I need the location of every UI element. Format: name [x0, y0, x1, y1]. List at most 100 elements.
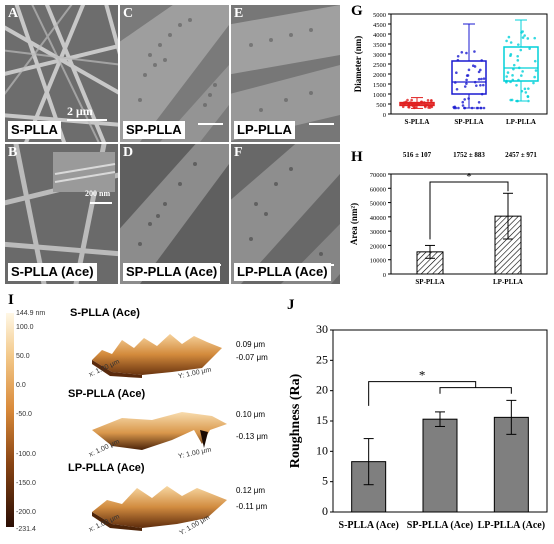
data-point	[524, 91, 528, 94]
colorbar-tick: -50.0	[16, 411, 32, 418]
data-point	[481, 83, 485, 87]
data-point	[521, 36, 525, 39]
data-point	[516, 59, 520, 62]
y-tick-label: 5000	[373, 12, 386, 19]
data-point	[505, 75, 508, 78]
sem-sample-label: LP-PLLA	[234, 121, 295, 139]
data-point	[456, 58, 460, 62]
y-tick-label: 60000	[370, 186, 386, 193]
y-axis-label: Roughness (Ra)	[288, 373, 303, 468]
panel-letter-a: A	[8, 6, 19, 21]
data-point	[533, 36, 537, 40]
data-point	[475, 84, 478, 87]
data-point	[426, 99, 430, 102]
data-point	[463, 98, 466, 101]
data-point	[482, 77, 486, 80]
scale-bar	[90, 202, 112, 204]
data-point	[406, 98, 409, 102]
afm-surface-title: SP-PLLA (Ace)	[68, 388, 146, 400]
data-point	[482, 106, 486, 110]
box-stat-annotation: 516 ± 107	[403, 151, 432, 159]
x-tick-label: LP-PLLA (Ace)	[478, 520, 546, 531]
panel-letter-j: J	[287, 297, 295, 313]
y-tick-label: 500	[376, 102, 386, 109]
data-point	[480, 59, 483, 62]
data-point	[520, 74, 523, 77]
data-point	[461, 104, 465, 107]
data-point	[471, 64, 475, 68]
sem-sample-label: SP-PLLA (Ace)	[123, 263, 221, 281]
y-tick-label: 20000	[370, 243, 386, 250]
y-tick-label: 25	[316, 352, 328, 366]
y-axis-label: Diameter (nm)	[353, 36, 363, 93]
sem-image-e: E LP-PLLA	[231, 5, 340, 142]
sem-image-f: F LP-PLLA (Ace)	[231, 144, 340, 284]
data-point	[465, 82, 468, 85]
panel-letter-c: C	[123, 6, 134, 21]
sem-sample-label: LP-PLLA (Ace)	[234, 263, 331, 281]
sem-image-a: A 2 μm S-PLLA	[5, 5, 118, 142]
scale-bar-label: 200 nm	[85, 189, 111, 198]
data-point	[455, 87, 459, 91]
panel-letter-f: F	[234, 145, 243, 160]
roughness-bar-chart: J 0 5 10 15 20 25 30 Roughness (Ra) S-PLLA (Ace) S…	[287, 297, 548, 531]
data-point	[517, 78, 520, 82]
significance-bracket	[368, 381, 477, 406]
data-point	[519, 48, 523, 52]
x-tick-label: S-PLLA (Ace)	[339, 520, 399, 531]
data-point	[457, 106, 460, 110]
fiber-texture	[5, 5, 118, 142]
colorbar-tick: 0.0	[16, 382, 26, 389]
data-point	[419, 100, 423, 104]
data-point	[466, 74, 470, 77]
x-tick-label: LP-PLLA	[506, 118, 536, 126]
box-stat-annotation: 2457 ± 971	[505, 151, 537, 159]
data-point	[534, 69, 538, 72]
data-point	[512, 67, 515, 71]
sem-sample-label: S-PLLA (Ace)	[8, 263, 97, 281]
x-tick-label: LP-PLLA	[493, 278, 523, 286]
y-tick-label: 0	[322, 504, 328, 518]
data-point	[473, 80, 477, 84]
y-tick-label: 2000	[373, 72, 386, 79]
bar	[422, 418, 458, 513]
scale-bar	[309, 123, 334, 125]
data-point	[412, 105, 416, 108]
colorbar-tick: -200.0	[16, 509, 36, 516]
y-tick-label: 10000	[370, 258, 386, 265]
afm-z-min: -0.07 μm	[236, 353, 268, 362]
sem-image-b: B 200 nm S-PLLA (Ace)	[5, 144, 118, 284]
y-axis-label: Area (nm²)	[349, 203, 359, 245]
afm-surface-lp-plla	[92, 486, 227, 531]
data-point	[410, 98, 413, 102]
data-point	[467, 68, 471, 72]
panel-letter-g: G	[351, 3, 363, 19]
data-point	[465, 78, 468, 82]
data-point	[516, 54, 519, 58]
colorbar-tick: -231.4	[16, 526, 36, 533]
data-point	[465, 51, 468, 55]
afm-z-max: 0.12 μm	[236, 486, 266, 495]
y-tick-label: 0	[383, 112, 386, 119]
y-tick-label: 3500	[373, 42, 386, 49]
data-point	[413, 103, 417, 106]
data-point	[422, 101, 426, 104]
sem-image-d: D SP-PLLA (Ace)	[120, 144, 229, 284]
data-point	[475, 106, 479, 110]
y-tick-label: 70000	[370, 172, 386, 179]
colorbar-tick: -100.0	[16, 451, 36, 458]
y-tick-label: 4500	[373, 22, 386, 29]
afm-surface-title: S-PLLA (Ace)	[70, 307, 140, 319]
data-point	[527, 99, 530, 103]
x-tick-label: S-PLLA	[405, 118, 430, 126]
data-point	[479, 68, 482, 72]
afm-z-max: 0.10 μm	[236, 410, 266, 419]
data-point	[521, 70, 524, 73]
sem-sample-label: S-PLLA	[8, 121, 61, 139]
panel-letter-b: B	[8, 145, 18, 160]
colorbar-tick: 100.0	[16, 324, 34, 331]
panel-letter-i: I	[8, 292, 14, 308]
data-point	[515, 83, 518, 87]
y-tick-label: 1000	[373, 92, 386, 99]
y-tick-label: 0	[383, 272, 386, 279]
